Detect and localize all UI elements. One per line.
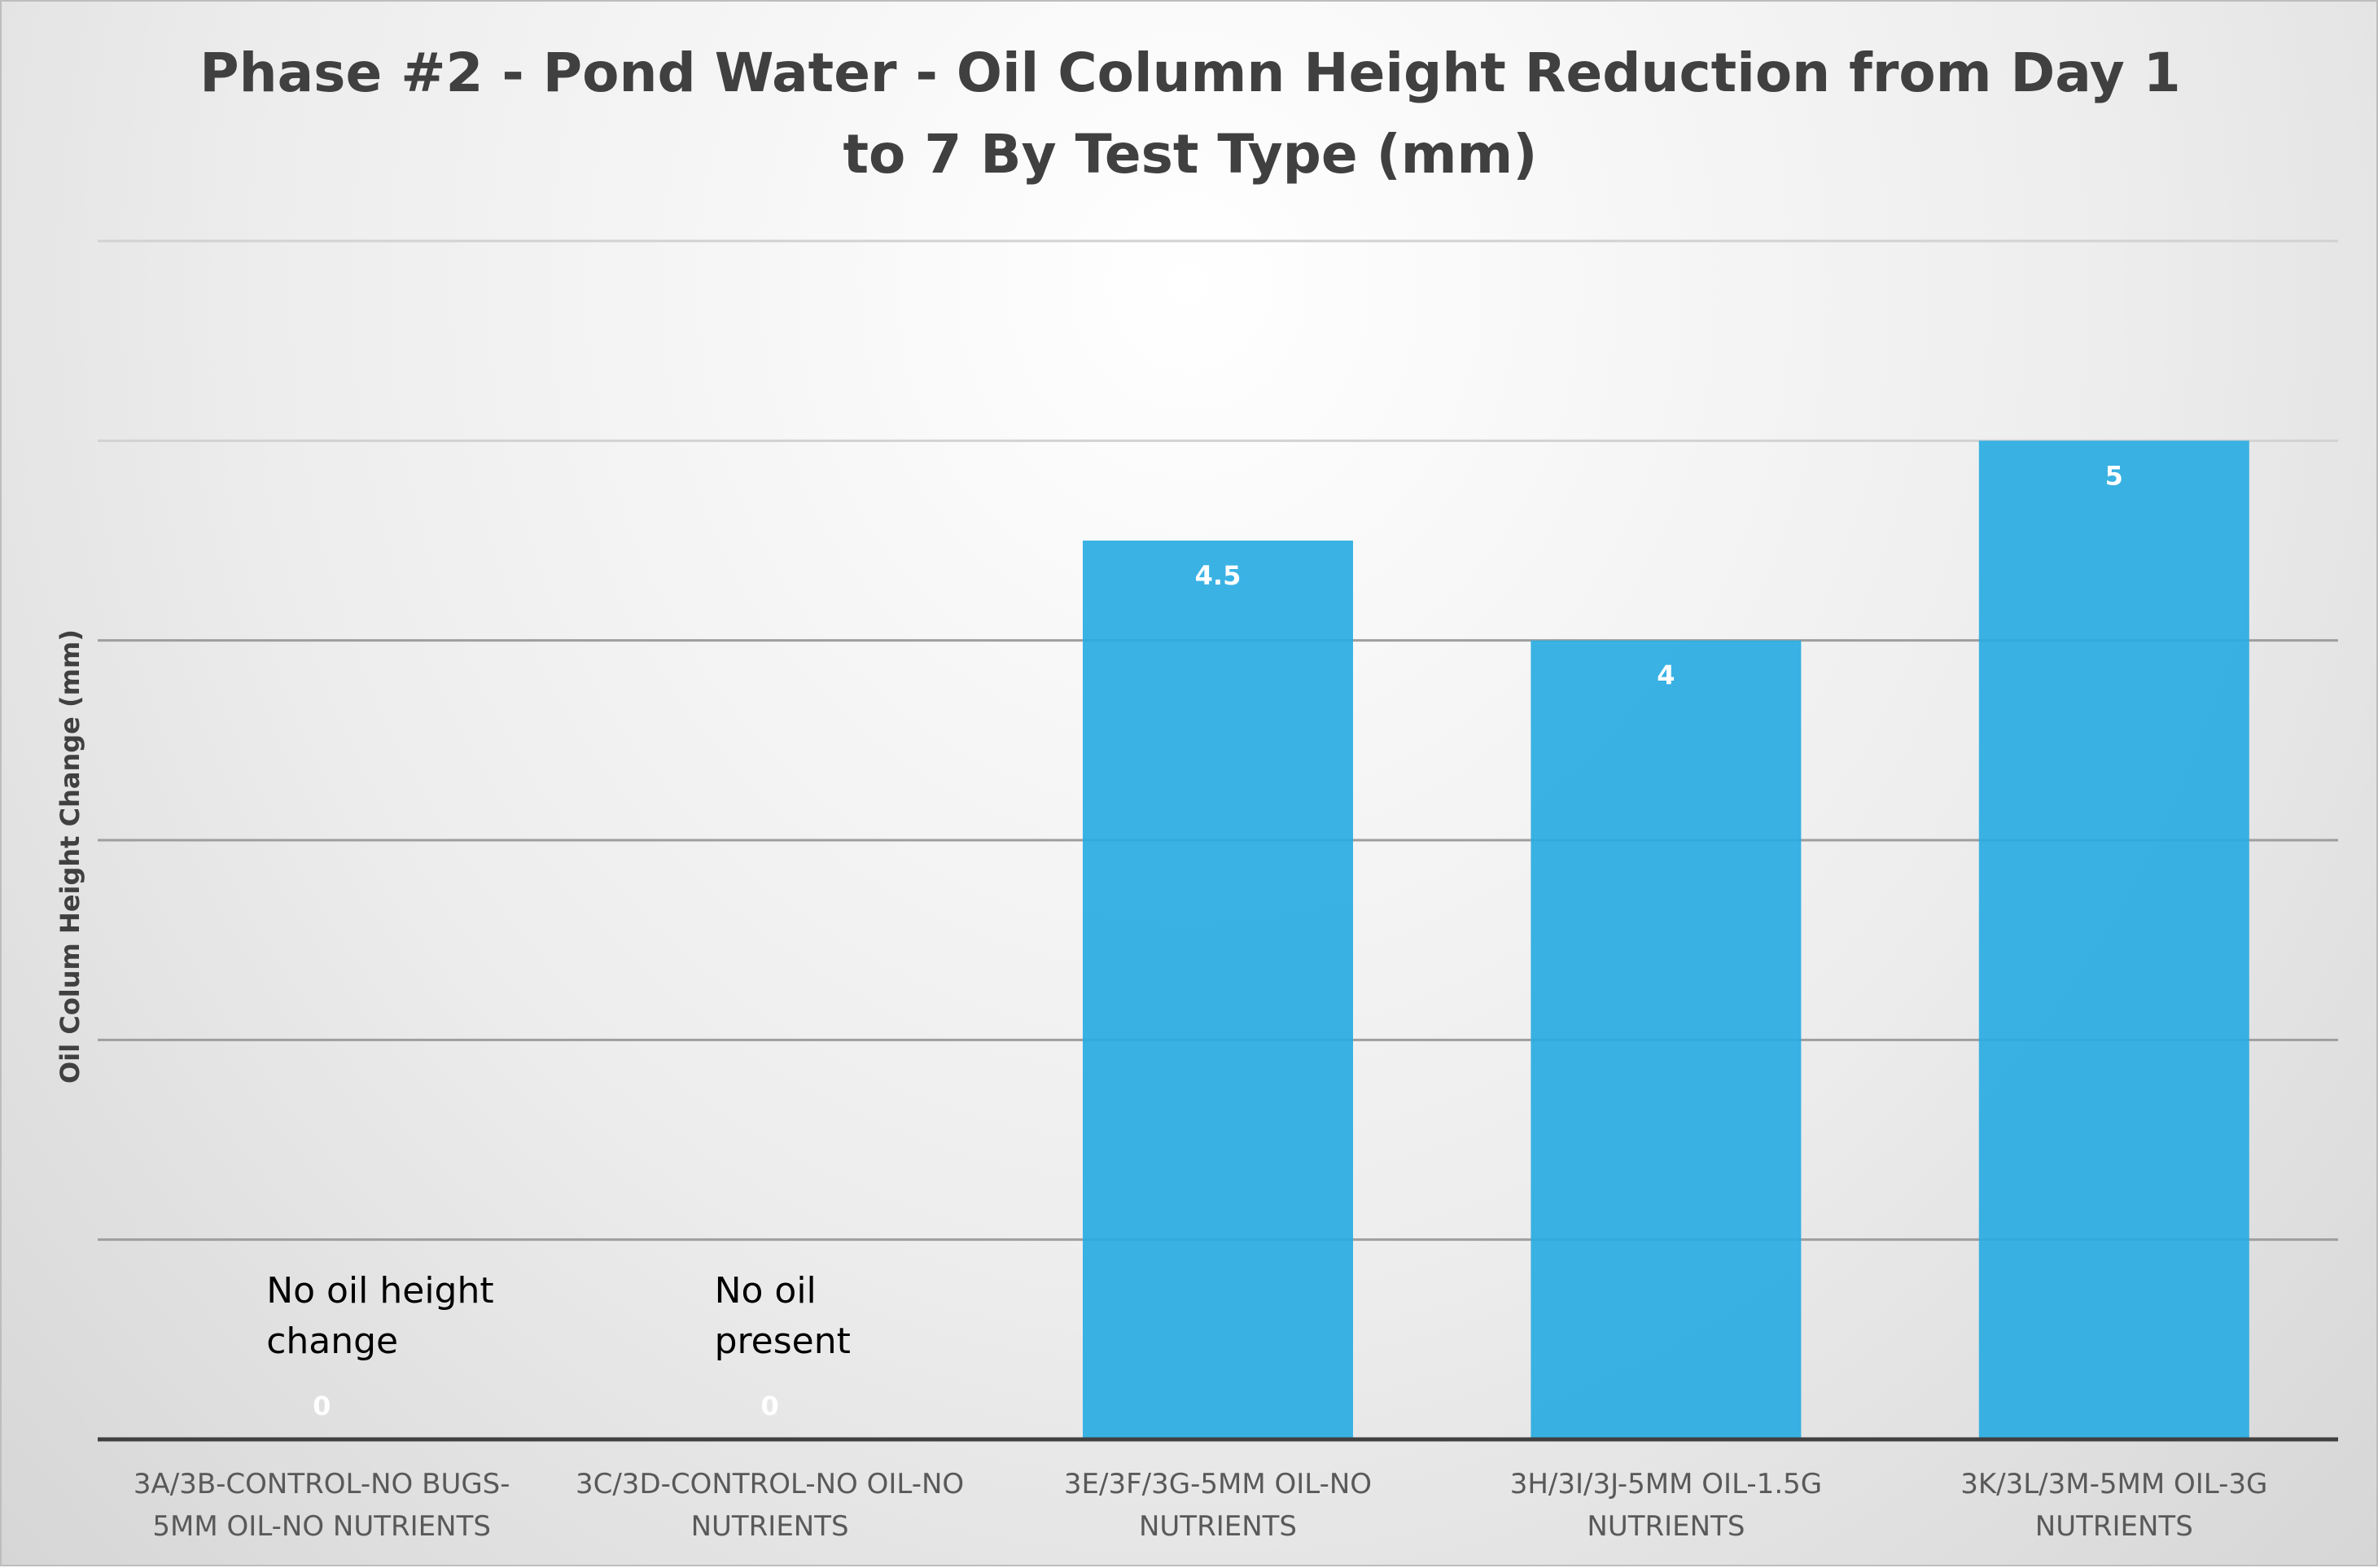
x-tick-label: NUTRIENTS bbox=[1587, 1510, 1745, 1543]
data-label: 0 bbox=[313, 1391, 331, 1421]
x-tick-label: NUTRIENTS bbox=[2035, 1510, 2193, 1543]
data-labels: 0 0 4.5 4 5 bbox=[313, 460, 2123, 1421]
data-label: 4.5 bbox=[1195, 560, 1242, 591]
x-tick-label: 3H/3I/3J-5MM OIL-1.5G bbox=[1510, 1468, 1822, 1500]
chart-title-line-2: to 7 By Test Type (mm) bbox=[843, 123, 1538, 186]
x-tick-label: 3E/3F/3G-5MM OIL-NO bbox=[1064, 1468, 1372, 1500]
bar bbox=[1531, 640, 1802, 1439]
x-tick-label: 3K/3L/3M-5MM OIL-3G bbox=[1960, 1468, 2267, 1500]
chart-title-line-1: Phase #2 - Pond Water - Oil Column Heigh… bbox=[199, 42, 2180, 104]
bars bbox=[1083, 440, 2249, 1440]
annotations: No oil height change No oil present bbox=[266, 1270, 851, 1362]
data-label: 0 bbox=[760, 1391, 778, 1421]
data-label: 4 bbox=[1657, 660, 1675, 691]
bar bbox=[1978, 440, 2249, 1440]
x-tick-label: NUTRIENTS bbox=[1139, 1510, 1297, 1543]
data-label: 5 bbox=[2105, 460, 2123, 491]
annotation-text: change bbox=[266, 1321, 398, 1362]
x-tick-label: 5MM OIL-NO NUTRIENTS bbox=[152, 1510, 491, 1543]
bar bbox=[1083, 541, 1353, 1439]
x-tick-labels: 3A/3B-CONTROL-NO BUGS- 5MM OIL-NO NUTRIEN… bbox=[134, 1468, 2268, 1543]
x-tick-label: 3A/3B-CONTROL-NO BUGS- bbox=[134, 1468, 510, 1500]
annotation-text: No oil height bbox=[266, 1270, 493, 1312]
annotation-text: No oil bbox=[715, 1270, 817, 1312]
x-tick-label: NUTRIENTS bbox=[691, 1510, 849, 1543]
x-tick-label: 3C/3D-CONTROL-NO OIL-NO bbox=[576, 1468, 964, 1500]
annotation-text: present bbox=[715, 1321, 851, 1362]
y-axis-label: Oil Colum Height Change (mm) bbox=[55, 629, 85, 1084]
